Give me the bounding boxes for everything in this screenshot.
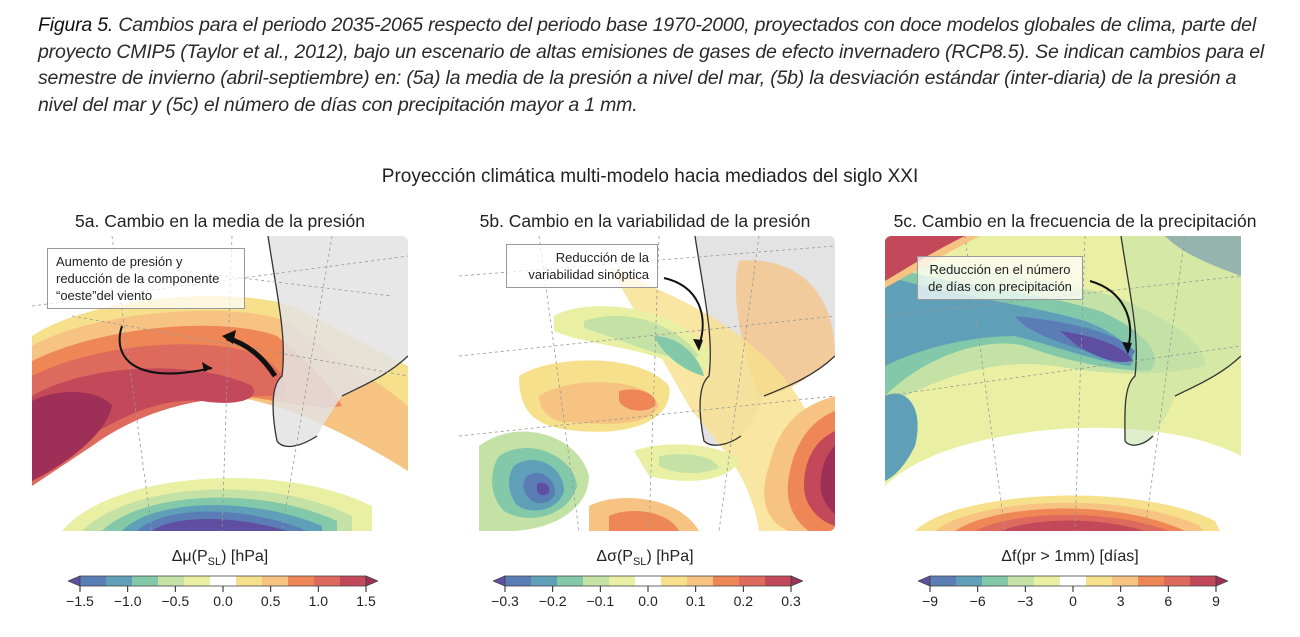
colorbar-5a: Δμ(PSL) [hPa] −1.5 −1.0 −0.5 0.0 0.5 1.0 1.5 (20, 548, 420, 609)
colorbar-tick-label: 0.1 (685, 593, 706, 609)
colorbar-segment (288, 576, 315, 586)
colorbar-segment (687, 576, 714, 586)
colorbar-segment (1034, 576, 1061, 586)
colorbar-segment (609, 576, 636, 586)
colorbar-tick-label: −0.1 (586, 593, 615, 609)
panel-5c: 5c. Cambio en la frecuencia de la precip… (875, 208, 1275, 234)
colorbar-tick-label: −1.5 (66, 593, 94, 609)
colorbar-svg (918, 575, 1228, 592)
colorbar-segment (1138, 576, 1165, 586)
colorbar-segment (1164, 576, 1191, 586)
panel-title: 5b. Cambio en la variabilidad de la pres… (479, 211, 811, 231)
colorbar-tick-label: 3 (1116, 593, 1125, 609)
colorbar-label: Δf(pr > 1mm) [días] (1001, 548, 1139, 565)
colorbar-tick-label: −6 (969, 593, 986, 609)
panel-5b: 5b. Cambio en la variabilidad de la pres… (445, 208, 845, 234)
colorbar-tick-label: −9 (922, 593, 938, 609)
colorbar-segment (531, 576, 558, 586)
colorbar-segment (210, 576, 237, 586)
colorbar-extend-max (365, 575, 378, 587)
colorbar-label: Δσ(PSL) [hPa] (596, 548, 694, 569)
map-5a: Aumento de presión y reducción de la com… (32, 236, 408, 531)
colorbar-segment (956, 576, 983, 586)
panel-title: 5a. Cambio en la media de la presión (75, 211, 365, 231)
panel-title: 5c. Cambio en la frecuencia de la precip… (893, 211, 1257, 231)
colorbar-segment (635, 576, 662, 586)
map-5c: Reducción en el número de días con preci… (885, 236, 1261, 531)
caption-text: Cambios para el periodo 2035-2065 respec… (38, 14, 1265, 116)
colorbar-svg (68, 575, 378, 592)
colorbar-tick-label: 1.5 (356, 593, 376, 609)
colorbar-segment (1190, 576, 1217, 586)
colorbar-5c: Δf(pr > 1mm) [días] −9 −6 −3 0 3 6 9 (870, 548, 1270, 609)
map-5b: Reducción de la variabilidad sinóptica (459, 236, 835, 531)
colorbar-segment (184, 576, 211, 586)
colorbar-tick-label: 0.3 (781, 593, 801, 609)
colorbar-tick-label: 0 (1069, 593, 1077, 609)
colorbar-segment (314, 576, 341, 586)
colorbar-segment (80, 576, 107, 586)
colorbar-tick-label: −1.0 (113, 593, 142, 609)
colorbar-label: Δμ(PSL) [hPa] (171, 548, 269, 569)
figure-suptitle: Proyección climática multi-modelo hacia … (381, 166, 919, 187)
colorbar-segment (262, 576, 289, 586)
colorbar-segment (982, 576, 1009, 586)
colorbar-extend-min (918, 575, 931, 587)
colorbar-tick-label: 9 (1212, 593, 1220, 609)
colorbar-segment (1112, 576, 1139, 586)
colorbar-tick-label: −0.2 (538, 593, 567, 609)
colorbar-tick-label: −0.5 (161, 593, 190, 609)
colorbar-svg (493, 575, 803, 592)
colorbar-segment (1008, 576, 1035, 586)
colorbar-extend-max (1215, 575, 1228, 587)
colorbar-extend-max (790, 575, 803, 587)
colorbar-segment (661, 576, 688, 586)
colorbar-tick-label: 0.2 (733, 593, 754, 609)
colorbar-segment (765, 576, 792, 586)
colorbar-tick-label: −0.3 (491, 593, 519, 609)
colorbar-segment (236, 576, 263, 586)
colorbar-segment (106, 576, 133, 586)
colorbar-segment (930, 576, 957, 586)
colorbar-segment (158, 576, 185, 586)
colorbar-tick-label: 0.0 (213, 593, 233, 609)
annotation-5b: Reducción de la variabilidad sinóptica (506, 244, 658, 288)
colorbar-segment (557, 576, 584, 586)
colorbar-5b: Δσ(PSL) [hPa] −0.3 −0.2 −0.1 0.0 0.1 0.2 0.3 (445, 548, 845, 609)
colorbar-tick-label: 0.5 (260, 593, 281, 609)
colorbar-tick-label: 6 (1164, 593, 1173, 609)
colorbar-tick-label: 0.0 (638, 593, 658, 609)
figure-caption: Figura 5. Cambios para el periodo 2035-2… (38, 12, 1278, 118)
colorbar-tick-label: −3 (1017, 593, 1034, 609)
colorbar-segment (739, 576, 766, 586)
annotation-5c: Reducción en el número de días con preci… (917, 256, 1083, 300)
colorbar-extend-min (493, 575, 506, 587)
colorbar-segment (583, 576, 610, 586)
colorbar-segment (132, 576, 159, 586)
annotation-5a: Aumento de presión y reducción de la com… (47, 248, 245, 309)
colorbar-tick-label: 1.0 (308, 593, 329, 609)
colorbar-segment (713, 576, 740, 586)
figure-label: Figura 5. (38, 14, 114, 36)
colorbar-segment (1086, 576, 1113, 586)
colorbar-extend-min (68, 575, 81, 587)
colorbar-segment (505, 576, 532, 586)
panel-5a: 5a. Cambio en la media de la presión (20, 208, 420, 234)
colorbar-segment (340, 576, 367, 586)
colorbar-segment (1060, 576, 1087, 586)
